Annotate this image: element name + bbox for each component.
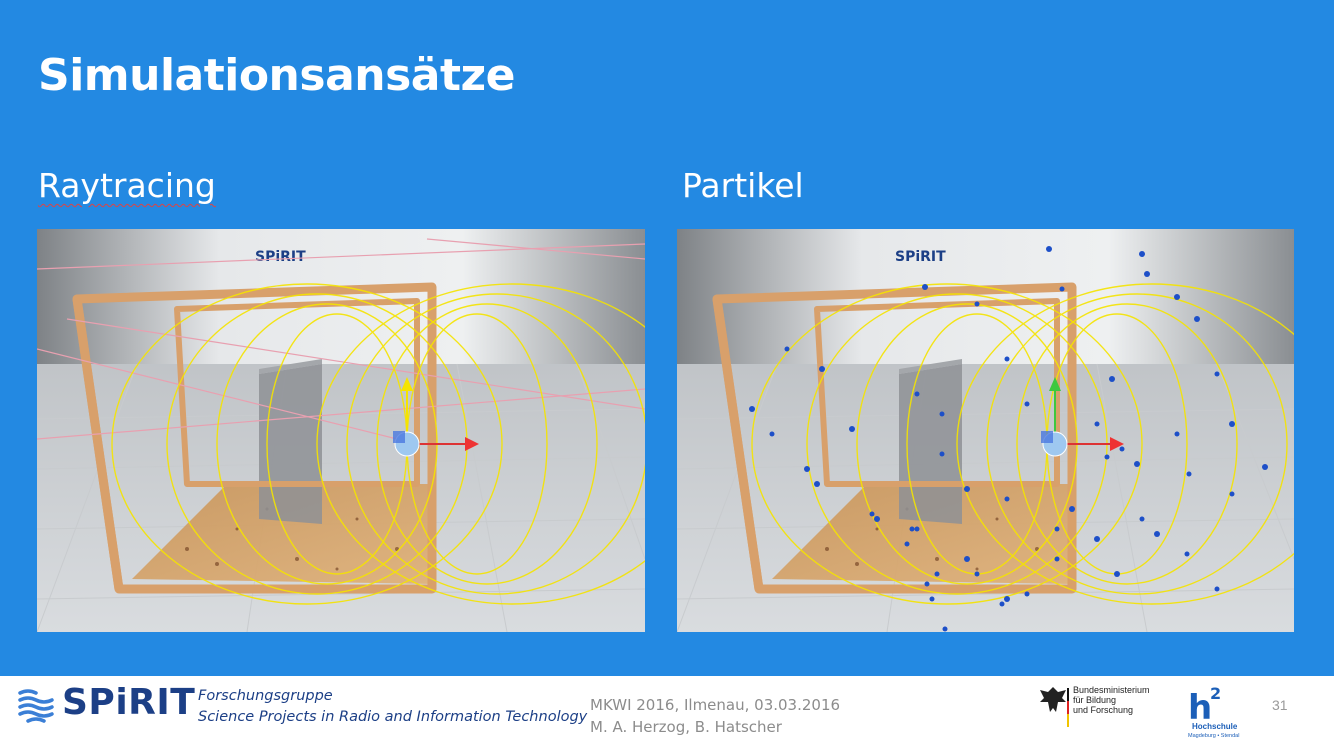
bmbf-line3: und Forschung — [1073, 705, 1134, 715]
bmbf-line1: Bundesministerium — [1073, 685, 1150, 695]
particle-simulation-image: SPiRIT — [677, 229, 1294, 632]
spirit-subtitle: Forschungsgruppe Science Projects in Rad… — [198, 686, 587, 728]
spirit-logo-text: SPiRIT — [62, 682, 196, 723]
wall-sign-label: SPiRIT — [895, 249, 946, 265]
slide: Simulationsansätze Raytracing Partikel — [37, 50, 1294, 632]
hochschule-h2-logo: h 2 Hochschule Magdeburg • Stendal — [1188, 684, 1239, 739]
slide-title: Simulationsansätze — [38, 50, 515, 101]
hochschule-name: Hochschule — [1192, 722, 1238, 731]
raytracing-heading: Raytracing — [38, 166, 216, 205]
particle-heading: Partikel — [682, 166, 804, 205]
page-number: 31 — [1272, 697, 1288, 713]
bmbf-eagle-icon — [1040, 687, 1069, 727]
spirit-subtitle-line2: Science Projects in Radio and Informatio… — [198, 709, 588, 725]
raytracing-simulation-image: SPiRIT — [37, 229, 645, 632]
bmbf-line2: für Bildung — [1073, 695, 1117, 705]
bmbf-label: Bundesministerium für Bildung und Forsch… — [1073, 685, 1150, 715]
hochschule-sub: Magdeburg • Stendal — [1188, 733, 1239, 739]
footer-bar — [0, 676, 1334, 750]
conference-info: MKWI 2016, Ilmenau, 03.03.2016 M. A. Her… — [590, 694, 840, 738]
authors-line: M. A. Herzog, B. Hatscher — [590, 718, 782, 736]
wall-sign-label: SPiRIT — [255, 249, 306, 265]
svg-text:2: 2 — [1210, 684, 1221, 703]
svg-text:h: h — [1188, 688, 1212, 728]
spirit-subtitle-line1: Forschungsgruppe — [198, 688, 333, 704]
spirit-waves-icon — [18, 689, 54, 723]
conference-line: MKWI 2016, Ilmenau, 03.03.2016 — [590, 696, 841, 714]
